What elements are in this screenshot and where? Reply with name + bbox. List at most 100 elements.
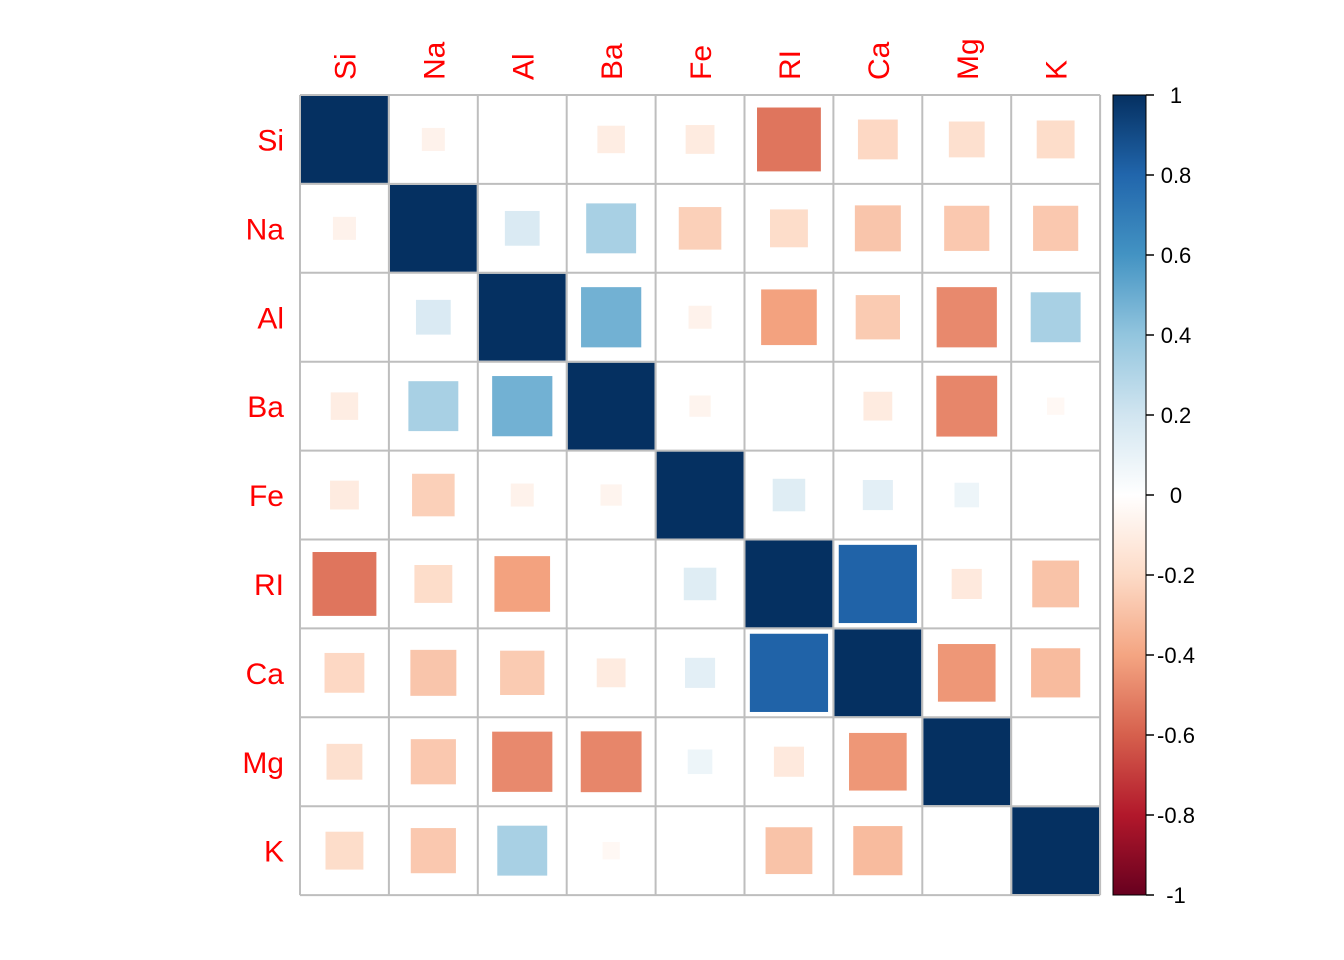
cell-Ca-Fe: [685, 657, 716, 688]
cell-Fe-Ca: [862, 480, 893, 511]
color-bar-tick-label: 0: [1170, 483, 1182, 508]
column-label-Ca: Ca: [863, 41, 896, 80]
cell-Na-Si: [332, 216, 356, 240]
cell-Ba-Fe: [689, 395, 711, 417]
cell-Si-Na: [421, 127, 445, 151]
column-label-K: K: [1041, 60, 1074, 80]
cell-Si-Fe: [685, 125, 715, 154]
cell-K-Na: [410, 828, 456, 874]
cell-Si-RI: [757, 107, 821, 172]
color-bar-tick-label: -0.4: [1157, 643, 1195, 668]
cell-Na-Al: [504, 210, 540, 246]
column-label-Na: Na: [418, 41, 451, 80]
row-label-Al: Al: [257, 302, 284, 335]
cell-Al-Al: [478, 273, 566, 361]
cell-Si-Ca: [857, 119, 898, 160]
column-label-Al: Al: [507, 53, 540, 80]
cell-RI-Si: [312, 552, 377, 616]
cell-Si-Mg: [948, 121, 985, 158]
cell-K-Si: [325, 831, 364, 870]
cell-Na-Ca: [854, 205, 901, 252]
row-label-Fe: Fe: [249, 480, 284, 513]
cell-K-Al: [497, 825, 548, 876]
cell-Ba-Ca: [863, 391, 893, 421]
cell-Ba-Mg: [936, 375, 998, 437]
row-label-K: K: [264, 836, 284, 869]
cell-Fe-Si: [330, 480, 359, 510]
cell-Si-K: [1036, 120, 1075, 159]
cell-Al-Ba: [581, 287, 642, 348]
cell-Na-K: [1033, 205, 1079, 251]
cell-Al-Mg: [936, 287, 997, 348]
cell-Ca-Ba: [596, 658, 626, 688]
row-label-Na: Na: [246, 213, 285, 246]
cell-Ca-RI: [749, 633, 829, 712]
matrix-cells: [301, 96, 1100, 895]
column-label-Fe: Fe: [685, 45, 718, 80]
column-label-Mg: Mg: [952, 38, 985, 80]
color-bar-tick-label: 1: [1170, 83, 1182, 108]
cell-Ba-Na: [408, 381, 459, 432]
cell-RI-RI: [745, 540, 833, 628]
cell-Ca-Mg: [937, 644, 996, 702]
cell-K-K: [1012, 807, 1100, 895]
color-bar-tick-label: -0.8: [1157, 803, 1195, 828]
cell-Na-Mg: [944, 205, 990, 251]
cell-Fe-Na: [412, 473, 455, 517]
cell-Ba-K: [1046, 397, 1065, 415]
matrix-grid: [299, 94, 1102, 897]
cell-RI-Na: [414, 565, 453, 603]
color-bar-tick-label: -0.6: [1157, 723, 1195, 748]
cell-RI-Ca: [838, 544, 917, 624]
cell-Mg-Fe: [687, 749, 713, 775]
color-bar-tick-label: 0.8: [1161, 163, 1192, 188]
cell-Mg-Al: [492, 731, 553, 792]
row-label-RI: RI: [254, 569, 284, 602]
color-bar-tick-label: 0.4: [1161, 323, 1192, 348]
cell-RI-Al: [494, 556, 551, 612]
cell-K-Ba: [602, 841, 620, 860]
row-label-Si: Si: [257, 124, 284, 157]
row-labels: Si Na Al Ba Fe RI Ca Mg K: [242, 124, 284, 868]
cell-Al-Ca: [855, 295, 900, 340]
color-bar-tick-label: -1: [1166, 883, 1186, 908]
cell-Ca-Al: [500, 650, 545, 695]
cell-Fe-Fe: [656, 451, 744, 539]
cell-Ca-Na: [410, 649, 457, 696]
cell-Mg-Ba: [580, 731, 642, 793]
cell-Al-Na: [415, 299, 451, 335]
cell-Ba-Al: [492, 376, 553, 437]
column-label-Ba: Ba: [596, 43, 629, 80]
color-bar: [1112, 94, 1147, 896]
cell-Mg-Si: [326, 743, 363, 780]
column-label-RI: RI: [774, 50, 807, 80]
cell-Ba-Si: [330, 392, 359, 420]
cell-Mg-RI: [773, 746, 804, 777]
cell-Al-RI: [761, 289, 817, 346]
cell-Fe-Al: [510, 483, 534, 507]
cell-Na-Ba: [586, 203, 637, 254]
cell-Mg-Mg: [923, 718, 1011, 806]
cell-Na-RI: [770, 209, 808, 248]
cell-RI-K: [1032, 560, 1080, 608]
cell-Na-Fe: [678, 207, 722, 250]
row-label-Ca: Ca: [246, 658, 285, 691]
color-bar-tick-label: -0.2: [1157, 563, 1195, 588]
cell-Ca-Si: [324, 652, 365, 693]
cell-RI-Mg: [951, 568, 982, 599]
cell-Na-Na: [389, 184, 477, 272]
cell-Si-Ba: [597, 125, 625, 154]
color-legend: 1 0.8 0.6 0.4 0.2 0 -0.2 -0.4 -0.6 -0.8 -1: [1112, 83, 1195, 908]
cell-Fe-RI: [772, 478, 806, 512]
row-label-Mg: Mg: [242, 747, 284, 780]
cell-K-RI: [765, 827, 813, 875]
cell-Ca-Ca: [834, 629, 922, 717]
color-bar-tick-label: 0.2: [1161, 403, 1192, 428]
cell-Al-Fe: [688, 305, 712, 329]
cell-Si-Si: [301, 96, 388, 183]
cell-Ba-Ba: [567, 362, 655, 450]
cell-Ca-K: [1031, 648, 1081, 698]
cell-Fe-Ba: [600, 484, 622, 506]
cell-RI-Fe: [683, 567, 717, 601]
